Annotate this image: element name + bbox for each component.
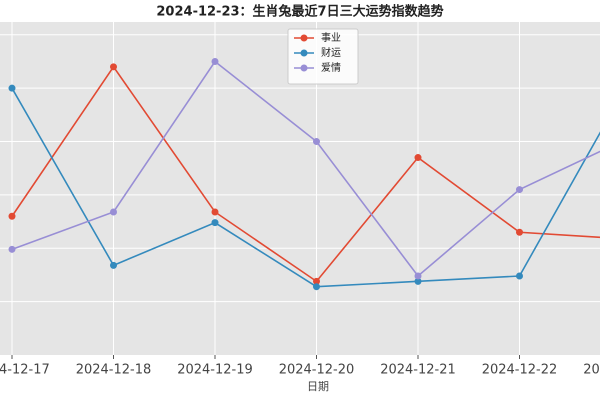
data-point: [8, 245, 16, 253]
data-point: [211, 57, 219, 65]
chart-title: 2024-12-23：生肖兔最近7日三大运势指数趋势: [156, 4, 443, 20]
x-tick-label: 2024-12-23: [583, 363, 600, 378]
data-point: [211, 208, 219, 216]
data-point: [414, 154, 422, 162]
data-point: [414, 277, 422, 285]
x-axis-label: 日期: [307, 380, 329, 393]
x-tick-label: 2024-12-17: [0, 363, 50, 378]
data-point: [313, 277, 320, 285]
x-tick-label: 2024-12-21: [380, 363, 456, 378]
data-point: [414, 272, 422, 280]
legend-label: 财运: [321, 46, 341, 59]
data-point: [516, 186, 523, 194]
data-point: [313, 138, 320, 146]
data-point: [516, 272, 523, 280]
data-point: [110, 63, 117, 71]
legend-marker: [300, 64, 308, 72]
legend-marker: [300, 34, 308, 42]
legend-label: 事业: [321, 31, 341, 44]
legend-label: 爱情: [321, 61, 341, 74]
x-tick-label: 2024-12-22: [482, 363, 558, 378]
x-tick-label: 2024-12-19: [177, 363, 253, 378]
x-tick-label: 2024-12-20: [279, 363, 355, 378]
data-point: [8, 212, 16, 220]
data-point: [516, 228, 523, 236]
data-point: [110, 208, 117, 216]
data-point: [211, 219, 219, 227]
data-point: [8, 84, 16, 92]
x-tick-label: 2024-12-18: [76, 363, 152, 378]
legend-marker: [300, 49, 308, 57]
data-point: [110, 261, 117, 269]
data-point: [313, 283, 320, 291]
